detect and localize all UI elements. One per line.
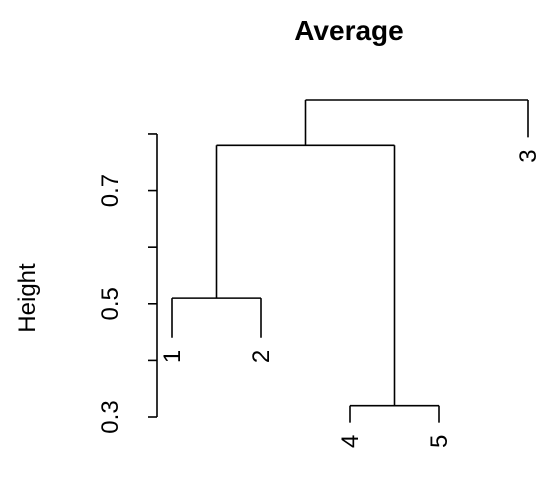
y-tick-label: 0.3 [97,400,124,433]
leaf-labels: 1 2 4 5 3 [159,149,542,448]
y-tick-label: 0.5 [97,287,124,320]
y-tick-label: 0.7 [97,174,124,207]
leaf-label: 3 [515,149,542,162]
leaf-label: 1 [159,350,186,363]
leaf-label: 2 [248,350,275,363]
leaf-label: 4 [337,435,364,448]
y-axis-label: Height [14,263,41,333]
chart-title: Average [294,15,403,46]
dendrogram-tree [171,99,529,423]
y-axis: 0.3 0.5 0.7 [97,133,158,434]
leaf-label: 5 [426,435,453,448]
